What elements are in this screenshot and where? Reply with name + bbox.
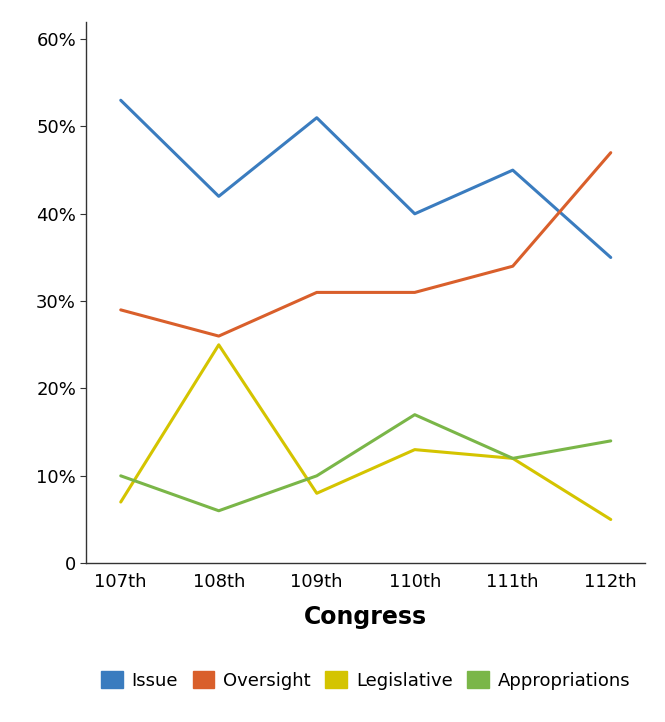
Legend: Issue, Oversight, Legislative, Appropriations: Issue, Oversight, Legislative, Appropria… bbox=[94, 664, 638, 697]
X-axis label: Congress: Congress bbox=[304, 605, 428, 629]
